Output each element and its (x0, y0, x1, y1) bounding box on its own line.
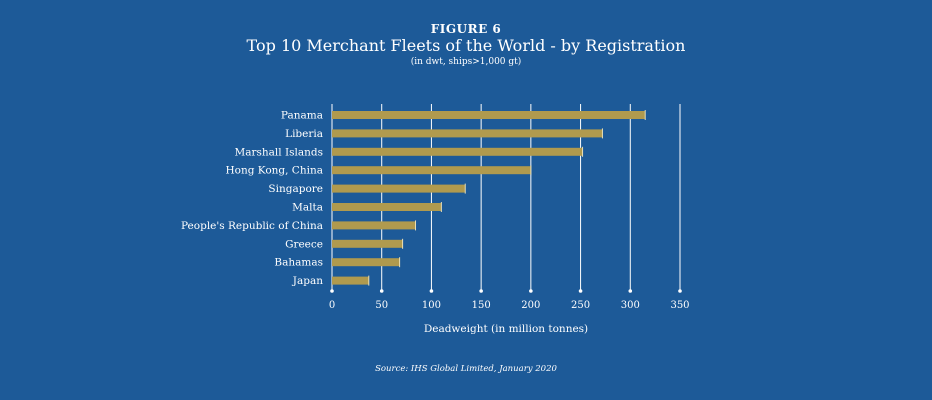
bar (332, 258, 400, 267)
x-tick-mark (330, 289, 334, 293)
figure-label: FIGURE 6 (430, 22, 502, 36)
bar (332, 129, 603, 138)
x-tick-label: 350 (670, 300, 689, 311)
x-tick-label: 150 (472, 300, 491, 311)
category-label: Singapore (268, 183, 323, 195)
x-tick-mark (628, 289, 633, 293)
bar (332, 203, 442, 211)
source-note: Source: IHS Global Limited, January 2020 (375, 364, 557, 374)
bar (332, 166, 531, 175)
category-label: Hong Kong, China (225, 165, 323, 177)
x-tick-mark (678, 289, 682, 293)
category-label: Bahamas (274, 257, 323, 269)
x-tick-mark (529, 289, 533, 293)
x-tick-label: 200 (521, 300, 540, 311)
category-label: Marshall Islands (234, 146, 323, 158)
chart-title: Top 10 Merchant Fleets of the World - by… (246, 36, 686, 55)
category-label: People's Republic of China (181, 220, 323, 232)
x-tick-mark (379, 289, 384, 293)
x-tick-mark (479, 289, 483, 293)
bar (332, 184, 466, 193)
category-label: Malta (292, 202, 323, 214)
bar (332, 221, 416, 230)
chart-subtitle: (in dwt, ships>1,000 gt) (410, 57, 522, 67)
category-label: Japan (292, 275, 323, 287)
x-tick-mark (578, 289, 583, 293)
category-label: Panama (281, 110, 323, 122)
x-axis-title: Deadweight (in million tonnes) (424, 323, 588, 335)
x-tick-label: 50 (375, 300, 388, 311)
x-tick-label: 250 (571, 300, 590, 311)
x-tick-label: 300 (621, 300, 640, 311)
x-tick-mark (429, 289, 434, 293)
x-tick-label: 100 (422, 300, 441, 311)
bar (332, 147, 583, 156)
category-label: Liberia (285, 128, 323, 140)
bar (332, 239, 403, 248)
category-label: Greece (285, 238, 323, 250)
bar (332, 276, 369, 285)
x-tick-label: 0 (329, 300, 335, 311)
bar (332, 111, 646, 119)
